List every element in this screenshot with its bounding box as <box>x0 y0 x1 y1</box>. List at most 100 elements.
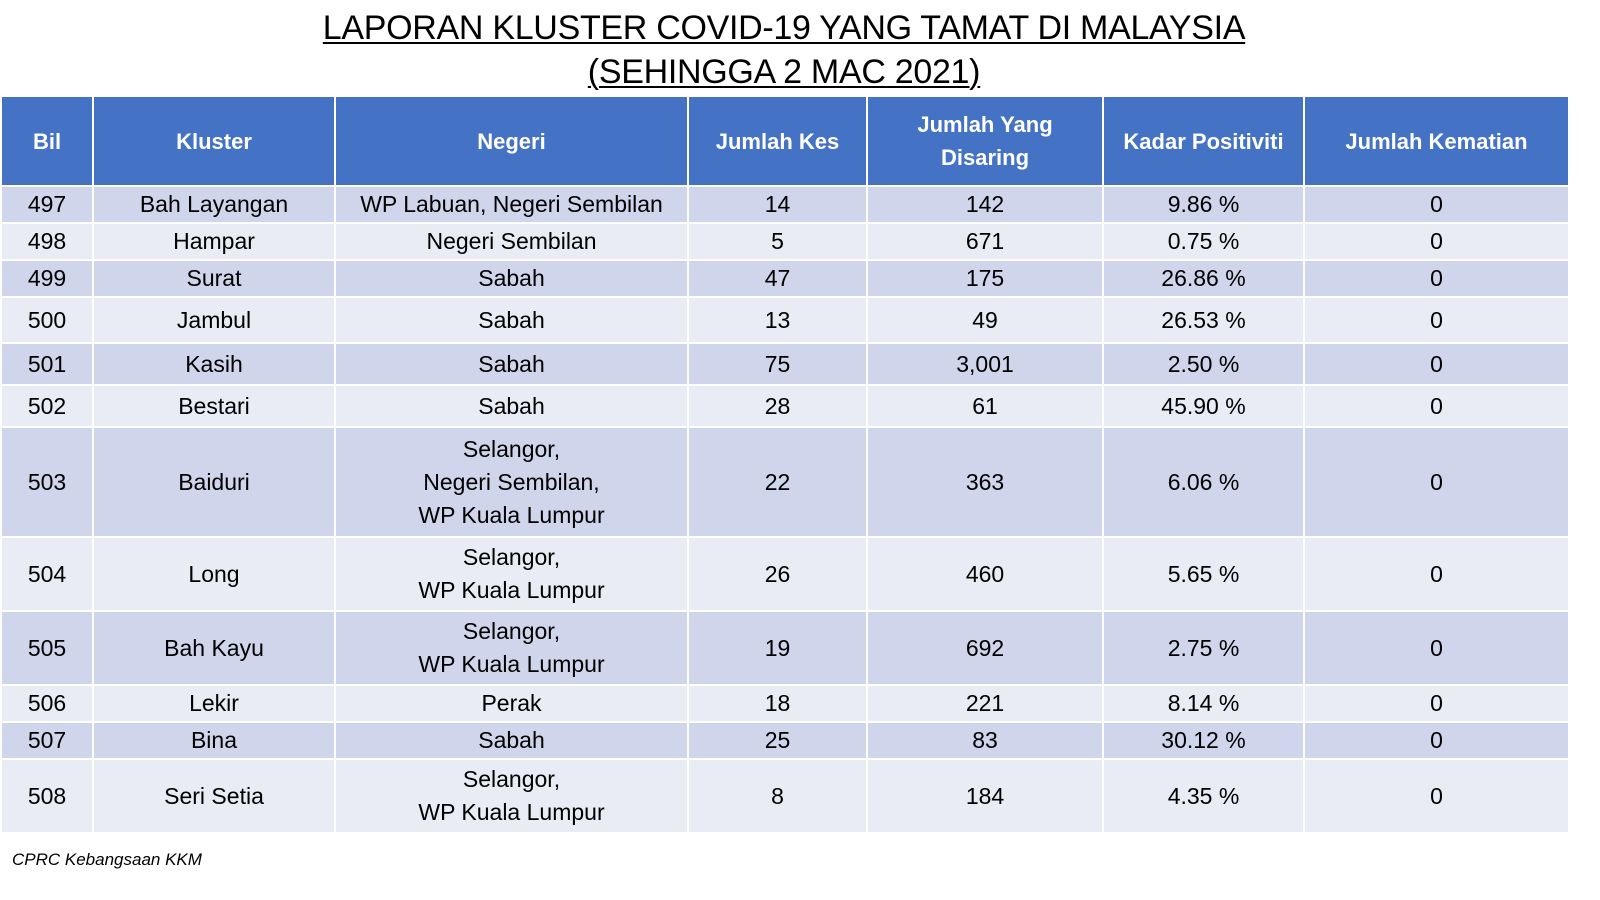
cell-negeri: Perak <box>334 684 689 723</box>
cell-kematian: 0 <box>1303 222 1570 261</box>
cell-kluster: Bestari <box>92 384 336 428</box>
cell-kes: 22 <box>687 426 868 538</box>
negeri-line: Sabah <box>478 265 545 291</box>
cell-bil: 497 <box>0 185 94 224</box>
cell-positiviti: 2.50 % <box>1102 342 1305 386</box>
negeri-line: WP Kuala Lumpur <box>418 799 605 825</box>
header-kadar-positiviti: Kadar Positiviti <box>1102 95 1305 187</box>
cell-kluster: Bina <box>92 721 336 760</box>
cell-kematian: 0 <box>1303 684 1570 723</box>
cell-kes: 25 <box>687 721 868 760</box>
cell-negeri: Sabah <box>334 721 689 760</box>
negeri-line: Selangor, <box>462 435 561 462</box>
cell-bil: 504 <box>0 536 94 612</box>
cell-negeri: Selangor, WP Kuala Lumpur <box>334 758 689 834</box>
table-row: 499 Surat Sabah 47 175 26.86 % 0 <box>0 259 1570 298</box>
cell-kluster: Seri Setia <box>92 758 336 834</box>
table-row: 504 Long Selangor, WP Kuala Lumpur 26 460 5.65… <box>0 536 1570 612</box>
table-row: 497 Bah Layangan WP Labuan, Negeri Sembila… <box>0 185 1570 224</box>
negeri-line: Selangor, <box>462 544 561 570</box>
cell-kematian: 0 <box>1303 758 1570 834</box>
negeri-line: WP Labuan, Negeri Sembilan <box>360 191 663 217</box>
table-row: 502 Bestari Sabah 28 61 45.90 % 0 <box>0 384 1570 428</box>
negeri-line: Sabah <box>478 727 545 753</box>
cell-kluster: Bah Kayu <box>92 610 336 686</box>
cell-negeri: Sabah <box>334 259 689 298</box>
header-jumlah-kematian: Jumlah Kematian <box>1303 95 1570 187</box>
negeri-line: WP Kuala Lumpur <box>418 651 605 677</box>
cell-bil: 498 <box>0 222 94 261</box>
cell-bil: 500 <box>0 296 94 344</box>
cell-bil: 506 <box>0 684 94 723</box>
cell-kes: 8 <box>687 758 868 834</box>
negeri-line: Perak <box>481 690 542 716</box>
cell-positiviti: 45.90 % <box>1102 384 1305 428</box>
table-row: 508 Seri Setia Selangor, WP Kuala Lumpur 8 18… <box>0 758 1570 834</box>
cell-kluster: Jambul <box>92 296 336 344</box>
cell-kematian: 0 <box>1303 259 1570 298</box>
cell-positiviti: 26.86 % <box>1102 259 1305 298</box>
table-row: 506 Lekir Perak 18 221 8.14 % 0 <box>0 684 1570 723</box>
cell-kematian: 0 <box>1303 536 1570 612</box>
cell-kluster: Surat <box>92 259 336 298</box>
cell-kluster: Hampar <box>92 222 336 261</box>
cell-disaring: 671 <box>866 222 1104 261</box>
table-row: 500 Jambul Sabah 13 49 26.53 % 0 <box>0 296 1570 344</box>
cell-bil: 501 <box>0 342 94 386</box>
cell-disaring: 61 <box>866 384 1104 428</box>
cell-positiviti: 8.14 % <box>1102 684 1305 723</box>
cell-disaring: 49 <box>866 296 1104 344</box>
cell-kematian: 0 <box>1303 185 1570 224</box>
cell-negeri: Sabah <box>334 342 689 386</box>
negeri-line: WP Kuala Lumpur <box>418 501 605 528</box>
negeri-line: Sabah <box>478 306 545 333</box>
negeri-line: Negeri Sembilan, <box>423 468 600 495</box>
cell-disaring: 142 <box>866 185 1104 224</box>
table-row: 503 Baiduri Selangor, Negeri Sembilan, WP Ku… <box>0 426 1570 538</box>
cell-kematian: 0 <box>1303 426 1570 538</box>
cell-kematian: 0 <box>1303 296 1570 344</box>
cell-positiviti: 4.35 % <box>1102 758 1305 834</box>
cell-positiviti: 9.86 % <box>1102 185 1305 224</box>
cell-positiviti: 30.12 % <box>1102 721 1305 760</box>
source-footer: CPRC Kebangsaan KKM <box>12 850 202 869</box>
title-line-2: (SEHINGGA 2 MAC 2021) <box>587 53 981 91</box>
negeri-line: Sabah <box>478 350 545 377</box>
negeri-line: Selangor, <box>462 618 561 644</box>
title-line-1: LAPORAN KLUSTER COVID-19 YANG TAMAT DI M… <box>322 9 1246 47</box>
cell-kluster: Baiduri <box>92 426 336 538</box>
cell-positiviti: 5.65 % <box>1102 536 1305 612</box>
negeri-line: Sabah <box>478 392 545 419</box>
cell-disaring: 83 <box>866 721 1104 760</box>
cell-bil: 503 <box>0 426 94 538</box>
cell-disaring: 184 <box>866 758 1104 834</box>
cell-kes: 75 <box>687 342 868 386</box>
cell-negeri: WP Labuan, Negeri Sembilan <box>334 185 689 224</box>
cell-bil: 502 <box>0 384 94 428</box>
cell-kes: 19 <box>687 610 868 686</box>
cell-kes: 28 <box>687 384 868 428</box>
negeri-line: Selangor, <box>462 766 561 792</box>
cell-kematian: 0 <box>1303 721 1570 760</box>
page-title: LAPORAN KLUSTER COVID-19 YANG TAMAT DI M… <box>0 6 1568 94</box>
cell-disaring: 221 <box>866 684 1104 723</box>
cell-kes: 47 <box>687 259 868 298</box>
header-kluster: Kluster <box>92 95 336 187</box>
cell-negeri: Selangor, WP Kuala Lumpur <box>334 536 689 612</box>
negeri-line: Negeri Sembilan <box>426 228 597 254</box>
table-row: 507 Bina Sabah 25 83 30.12 % 0 <box>0 721 1570 760</box>
cell-disaring: 692 <box>866 610 1104 686</box>
table-header-row: Bil Kluster Negeri Jumlah Kes Jumlah Yan… <box>0 95 1570 187</box>
cell-kes: 14 <box>687 185 868 224</box>
cell-disaring: 175 <box>866 259 1104 298</box>
cell-kes: 18 <box>687 684 868 723</box>
header-jumlah-kes: Jumlah Kes <box>687 95 868 187</box>
header-jumlah-disaring: Jumlah Yang Disaring <box>866 95 1104 187</box>
cell-disaring: 363 <box>866 426 1104 538</box>
cell-bil: 505 <box>0 610 94 686</box>
cell-negeri: Selangor, WP Kuala Lumpur <box>334 610 689 686</box>
cell-positiviti: 26.53 % <box>1102 296 1305 344</box>
cell-bil: 508 <box>0 758 94 834</box>
cell-bil: 507 <box>0 721 94 760</box>
header-negeri: Negeri <box>334 95 689 187</box>
